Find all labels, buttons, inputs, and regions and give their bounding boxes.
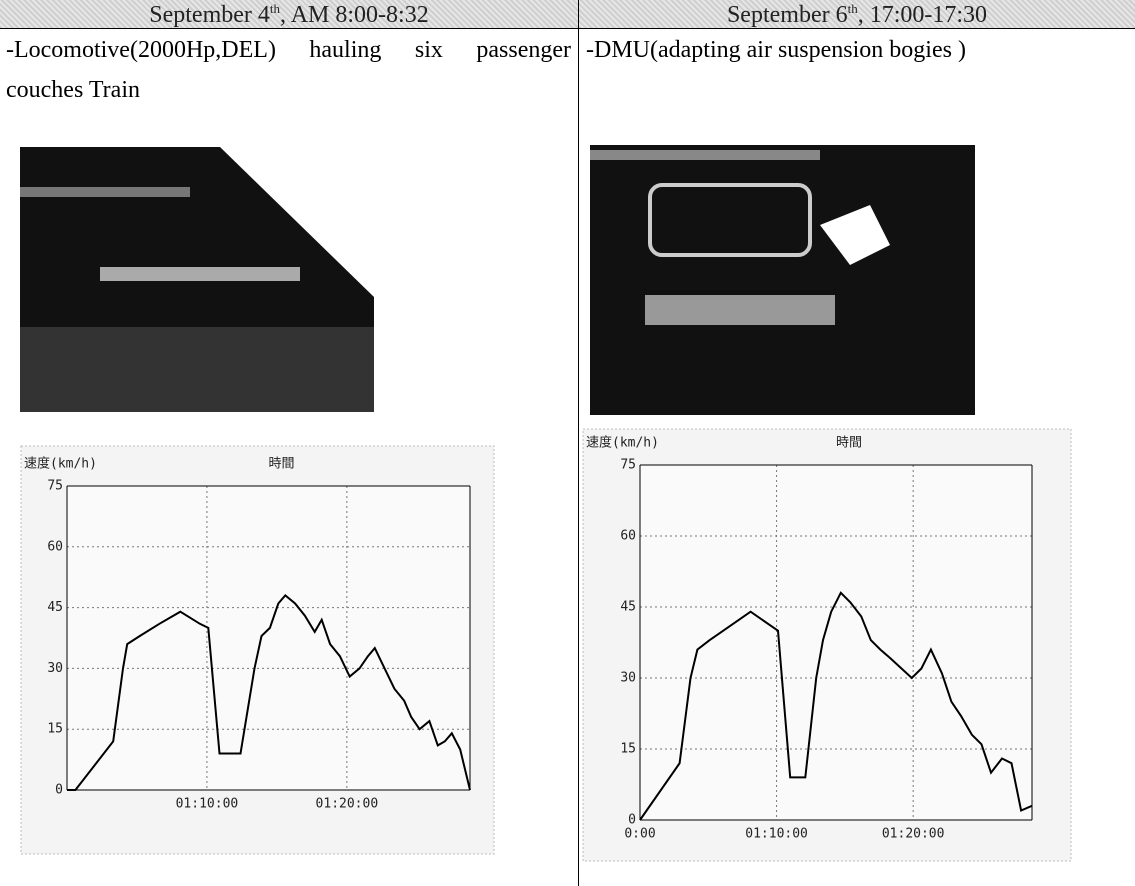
header-text: September 4 <box>149 2 270 28</box>
y-axis-label: 速度(km/h) <box>24 456 97 472</box>
column-header: September 6th, 17:00-17:30 <box>579 0 1135 29</box>
header-text: , AM 8:00-8:32 <box>280 2 429 28</box>
header-sup: th <box>269 1 281 16</box>
description: -Locomotive(2000Hp,DEL) hauling six pass… <box>6 37 571 103</box>
data-line <box>639 591 1033 821</box>
y-tick-label: 45 <box>620 600 636 615</box>
y-tick-label: 60 <box>620 529 636 544</box>
chart-title: 時間 <box>269 457 295 472</box>
chart: 速度(km/h) 時間 0 15 30 45 60 75 0:00 01:10:00 01:20:0… <box>582 428 1072 862</box>
y-tick-label: 60 <box>47 539 63 554</box>
photo-art <box>20 147 374 412</box>
x-tick-label: 01:20:00 <box>316 797 379 812</box>
column-header: September 4th, AM 8:00-8:32 <box>0 0 578 29</box>
description: -DMU(adapting air suspension bogies ) <box>586 37 966 63</box>
chart: 速度(km/h) 時間 0 15 30 45 60 75 01:10:00 01:20:00 <box>20 445 495 855</box>
y-tick-label: 0 <box>55 783 63 798</box>
photo-art <box>590 150 890 325</box>
y-tick-label: 45 <box>47 600 63 615</box>
y-tick-label: 15 <box>47 722 63 737</box>
x-tick-label: 01:10:00 <box>176 797 239 812</box>
x-tick-label: 01:10:00 <box>745 827 808 842</box>
y-axis-label: 速度(km/h) <box>586 435 659 451</box>
plot-area <box>640 465 1032 820</box>
header-text: September 6 <box>726 2 848 28</box>
y-tick-label: 15 <box>620 742 636 757</box>
x-tick-label: 0:00 <box>624 827 655 842</box>
chart-title: 時間 <box>836 436 862 451</box>
y-tick-label: 30 <box>620 671 636 686</box>
y-tick-label: 0 <box>628 813 636 828</box>
photo <box>20 147 374 412</box>
header-sup: th <box>847 1 858 16</box>
x-tick-label: 01:20:00 <box>882 827 945 842</box>
plot-area <box>67 486 470 790</box>
photo <box>590 145 975 415</box>
column-divider <box>578 0 579 886</box>
header-text: , 17:00-17:30 <box>857 2 988 28</box>
y-tick-label: 75 <box>47 479 63 494</box>
y-tick-label: 30 <box>47 661 63 676</box>
data-line <box>67 594 471 791</box>
y-tick-label: 75 <box>620 458 636 473</box>
